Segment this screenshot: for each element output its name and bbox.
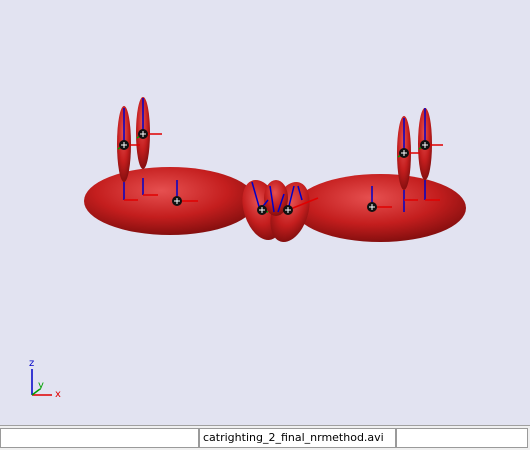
right-body-segment [294,174,466,242]
z-axis-label: z [29,358,34,369]
y-axis-label: y [38,380,44,391]
x-axis-label: x [55,389,61,400]
status-cell-filename: catrighting_2_final_nrmethod.avi [199,428,396,448]
axes-triad: z y x [29,358,61,400]
joint-frames [117,98,443,213]
joint-markers [119,129,430,215]
status-cell-left [0,428,199,448]
status-bar: catrighting_2_final_nrmethod.avi [0,425,530,450]
cat-model-scene [84,97,466,243]
status-cell-right [396,428,528,448]
3d-viewport[interactable]: z y x [0,0,530,425]
left-body-segment [84,167,256,235]
